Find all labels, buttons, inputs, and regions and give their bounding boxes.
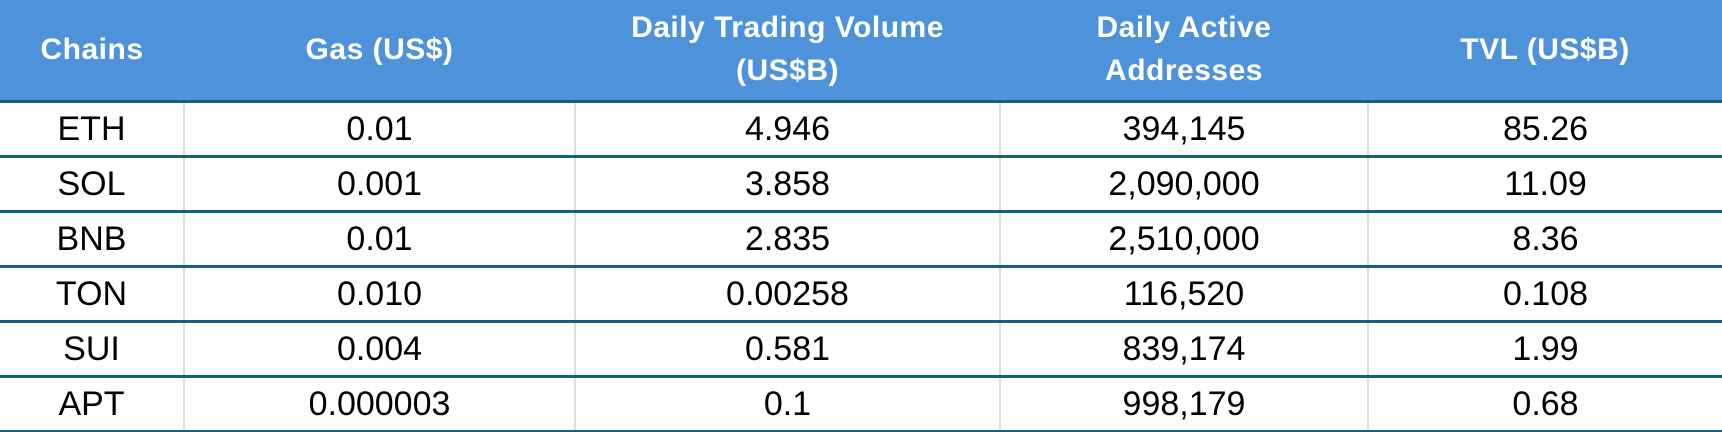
bnb-volume: 2.835 xyxy=(574,211,1000,268)
ton-volume: 0.00258 xyxy=(574,266,1000,323)
eth-addresses: 394,145 xyxy=(999,101,1368,158)
apt-addresses: 998,179 xyxy=(999,376,1368,432)
sol-tvl: 11.09 xyxy=(1367,156,1722,213)
sui-gas: 0.004 xyxy=(183,321,575,378)
eth-gas: 0.01 xyxy=(183,101,575,158)
ton-addresses: 116,520 xyxy=(999,266,1368,323)
sui-tvl: 1.99 xyxy=(1367,321,1722,378)
table-row-ton: TON 0.010 0.00258 116,520 0.108 xyxy=(0,266,1722,323)
sol-gas: 0.001 xyxy=(183,156,575,213)
table-header: Chains Gas (US$) Daily Trading Volume (U… xyxy=(0,0,1722,103)
apt-volume: 0.1 xyxy=(574,376,1000,432)
header-row: Chains Gas (US$) Daily Trading Volume (U… xyxy=(0,0,1722,103)
sui-chain-name: SUI xyxy=(0,321,184,378)
eth-volume: 4.946 xyxy=(574,101,1000,158)
sui-addresses: 839,174 xyxy=(999,321,1368,378)
apt-chain-name: APT xyxy=(0,376,184,432)
table-body: ETH 0.01 4.946 394,145 85.26 SOL 0.001 3… xyxy=(0,101,1722,432)
eth-tvl: 85.26 xyxy=(1367,101,1722,158)
sui-volume: 0.581 xyxy=(574,321,1000,378)
ton-gas: 0.010 xyxy=(183,266,575,323)
bnb-chain-name: BNB xyxy=(0,211,184,268)
ton-tvl: 0.108 xyxy=(1367,266,1722,323)
table-row-apt: APT 0.000003 0.1 998,179 0.68 xyxy=(0,376,1722,432)
sol-volume: 3.858 xyxy=(574,156,1000,213)
eth-chain-name: ETH xyxy=(0,101,184,158)
ton-chain-name: TON xyxy=(0,266,184,323)
sol-chain-name: SOL xyxy=(0,156,184,213)
sol-addresses: 2,090,000 xyxy=(999,156,1368,213)
column-header-chains: Chains xyxy=(0,0,184,103)
bnb-addresses: 2,510,000 xyxy=(999,211,1368,268)
apt-gas: 0.000003 xyxy=(183,376,575,432)
apt-tvl: 0.68 xyxy=(1367,376,1722,432)
table-row-sol: SOL 0.001 3.858 2,090,000 11.09 xyxy=(0,156,1722,213)
column-header-addresses: Daily Active Addresses xyxy=(1000,0,1368,103)
table-row-sui: SUI 0.004 0.581 839,174 1.99 xyxy=(0,321,1722,378)
table-row-eth: ETH 0.01 4.946 394,145 85.26 xyxy=(0,101,1722,158)
bnb-gas: 0.01 xyxy=(183,211,575,268)
table-row-bnb: BNB 0.01 2.835 2,510,000 8.36 xyxy=(0,211,1722,268)
bnb-tvl: 8.36 xyxy=(1367,211,1722,268)
column-header-tvl: TVL (US$B) xyxy=(1368,0,1722,103)
column-header-volume: Daily Trading Volume (US$B) xyxy=(575,0,1000,103)
column-header-gas: Gas (US$) xyxy=(184,0,575,103)
